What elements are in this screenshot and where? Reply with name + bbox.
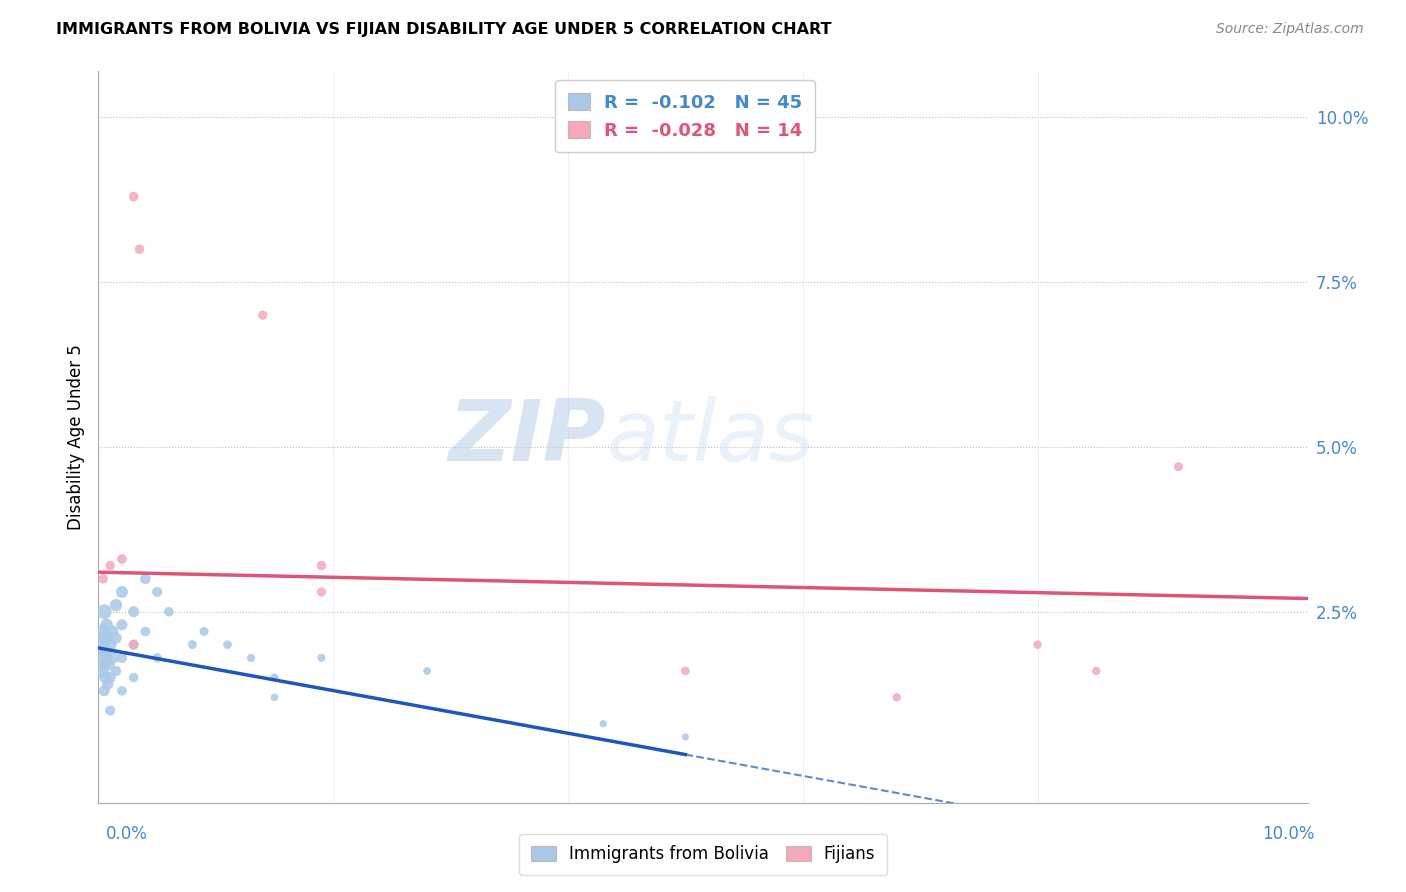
Legend: Immigrants from Bolivia, Fijians: Immigrants from Bolivia, Fijians <box>519 834 887 875</box>
Point <box>98 671 121 685</box>
Point <box>97 631 120 645</box>
Point <box>91 572 114 586</box>
Point <box>105 664 128 678</box>
Point <box>97 677 120 691</box>
Point <box>91 650 114 665</box>
Point <box>122 638 145 652</box>
Point <box>157 605 180 619</box>
Point <box>93 631 115 645</box>
Point <box>311 558 333 573</box>
Point <box>122 189 145 203</box>
Y-axis label: Disability Age Under 5: Disability Age Under 5 <box>66 344 84 530</box>
Point <box>98 704 121 718</box>
Point <box>93 605 115 619</box>
Point <box>103 650 125 665</box>
Point <box>111 618 134 632</box>
Point <box>98 558 121 573</box>
Point <box>146 585 169 599</box>
Point <box>128 242 150 256</box>
Point <box>94 671 117 685</box>
Point <box>93 683 115 698</box>
Point <box>311 650 333 665</box>
Text: 10.0%: 10.0% <box>1263 825 1315 843</box>
Point <box>111 552 134 566</box>
Text: 0.0%: 0.0% <box>105 825 148 843</box>
Point <box>111 683 134 698</box>
Point <box>101 624 124 639</box>
Point <box>263 690 285 705</box>
Point <box>134 624 156 639</box>
Text: Source: ZipAtlas.com: Source: ZipAtlas.com <box>1216 22 1364 37</box>
Point <box>105 598 128 612</box>
Point <box>1167 459 1189 474</box>
Point <box>416 664 439 678</box>
Point <box>252 308 274 322</box>
Point <box>673 730 696 744</box>
Text: ZIP: ZIP <box>449 395 606 479</box>
Point <box>311 585 333 599</box>
Point <box>111 650 134 665</box>
Point <box>592 716 614 731</box>
Point <box>91 624 114 639</box>
Point <box>111 585 134 599</box>
Point <box>263 671 285 685</box>
Point <box>96 618 118 632</box>
Point <box>886 690 908 705</box>
Point <box>90 638 112 652</box>
Point <box>122 638 145 652</box>
Point <box>240 650 263 665</box>
Point <box>1026 638 1049 652</box>
Point <box>105 631 128 645</box>
Point <box>91 664 114 678</box>
Point <box>98 657 121 672</box>
Point <box>217 638 239 652</box>
Point <box>134 572 156 586</box>
Point <box>93 657 115 672</box>
Point <box>96 650 118 665</box>
Point <box>146 650 169 665</box>
Point <box>94 644 117 658</box>
Point <box>98 638 121 652</box>
Point <box>122 605 145 619</box>
Point <box>193 624 215 639</box>
Text: IMMIGRANTS FROM BOLIVIA VS FIJIAN DISABILITY AGE UNDER 5 CORRELATION CHART: IMMIGRANTS FROM BOLIVIA VS FIJIAN DISABI… <box>56 22 832 37</box>
Point <box>181 638 204 652</box>
Text: atlas: atlas <box>606 395 814 479</box>
Point <box>673 664 696 678</box>
Point <box>122 671 145 685</box>
Point <box>1085 664 1108 678</box>
